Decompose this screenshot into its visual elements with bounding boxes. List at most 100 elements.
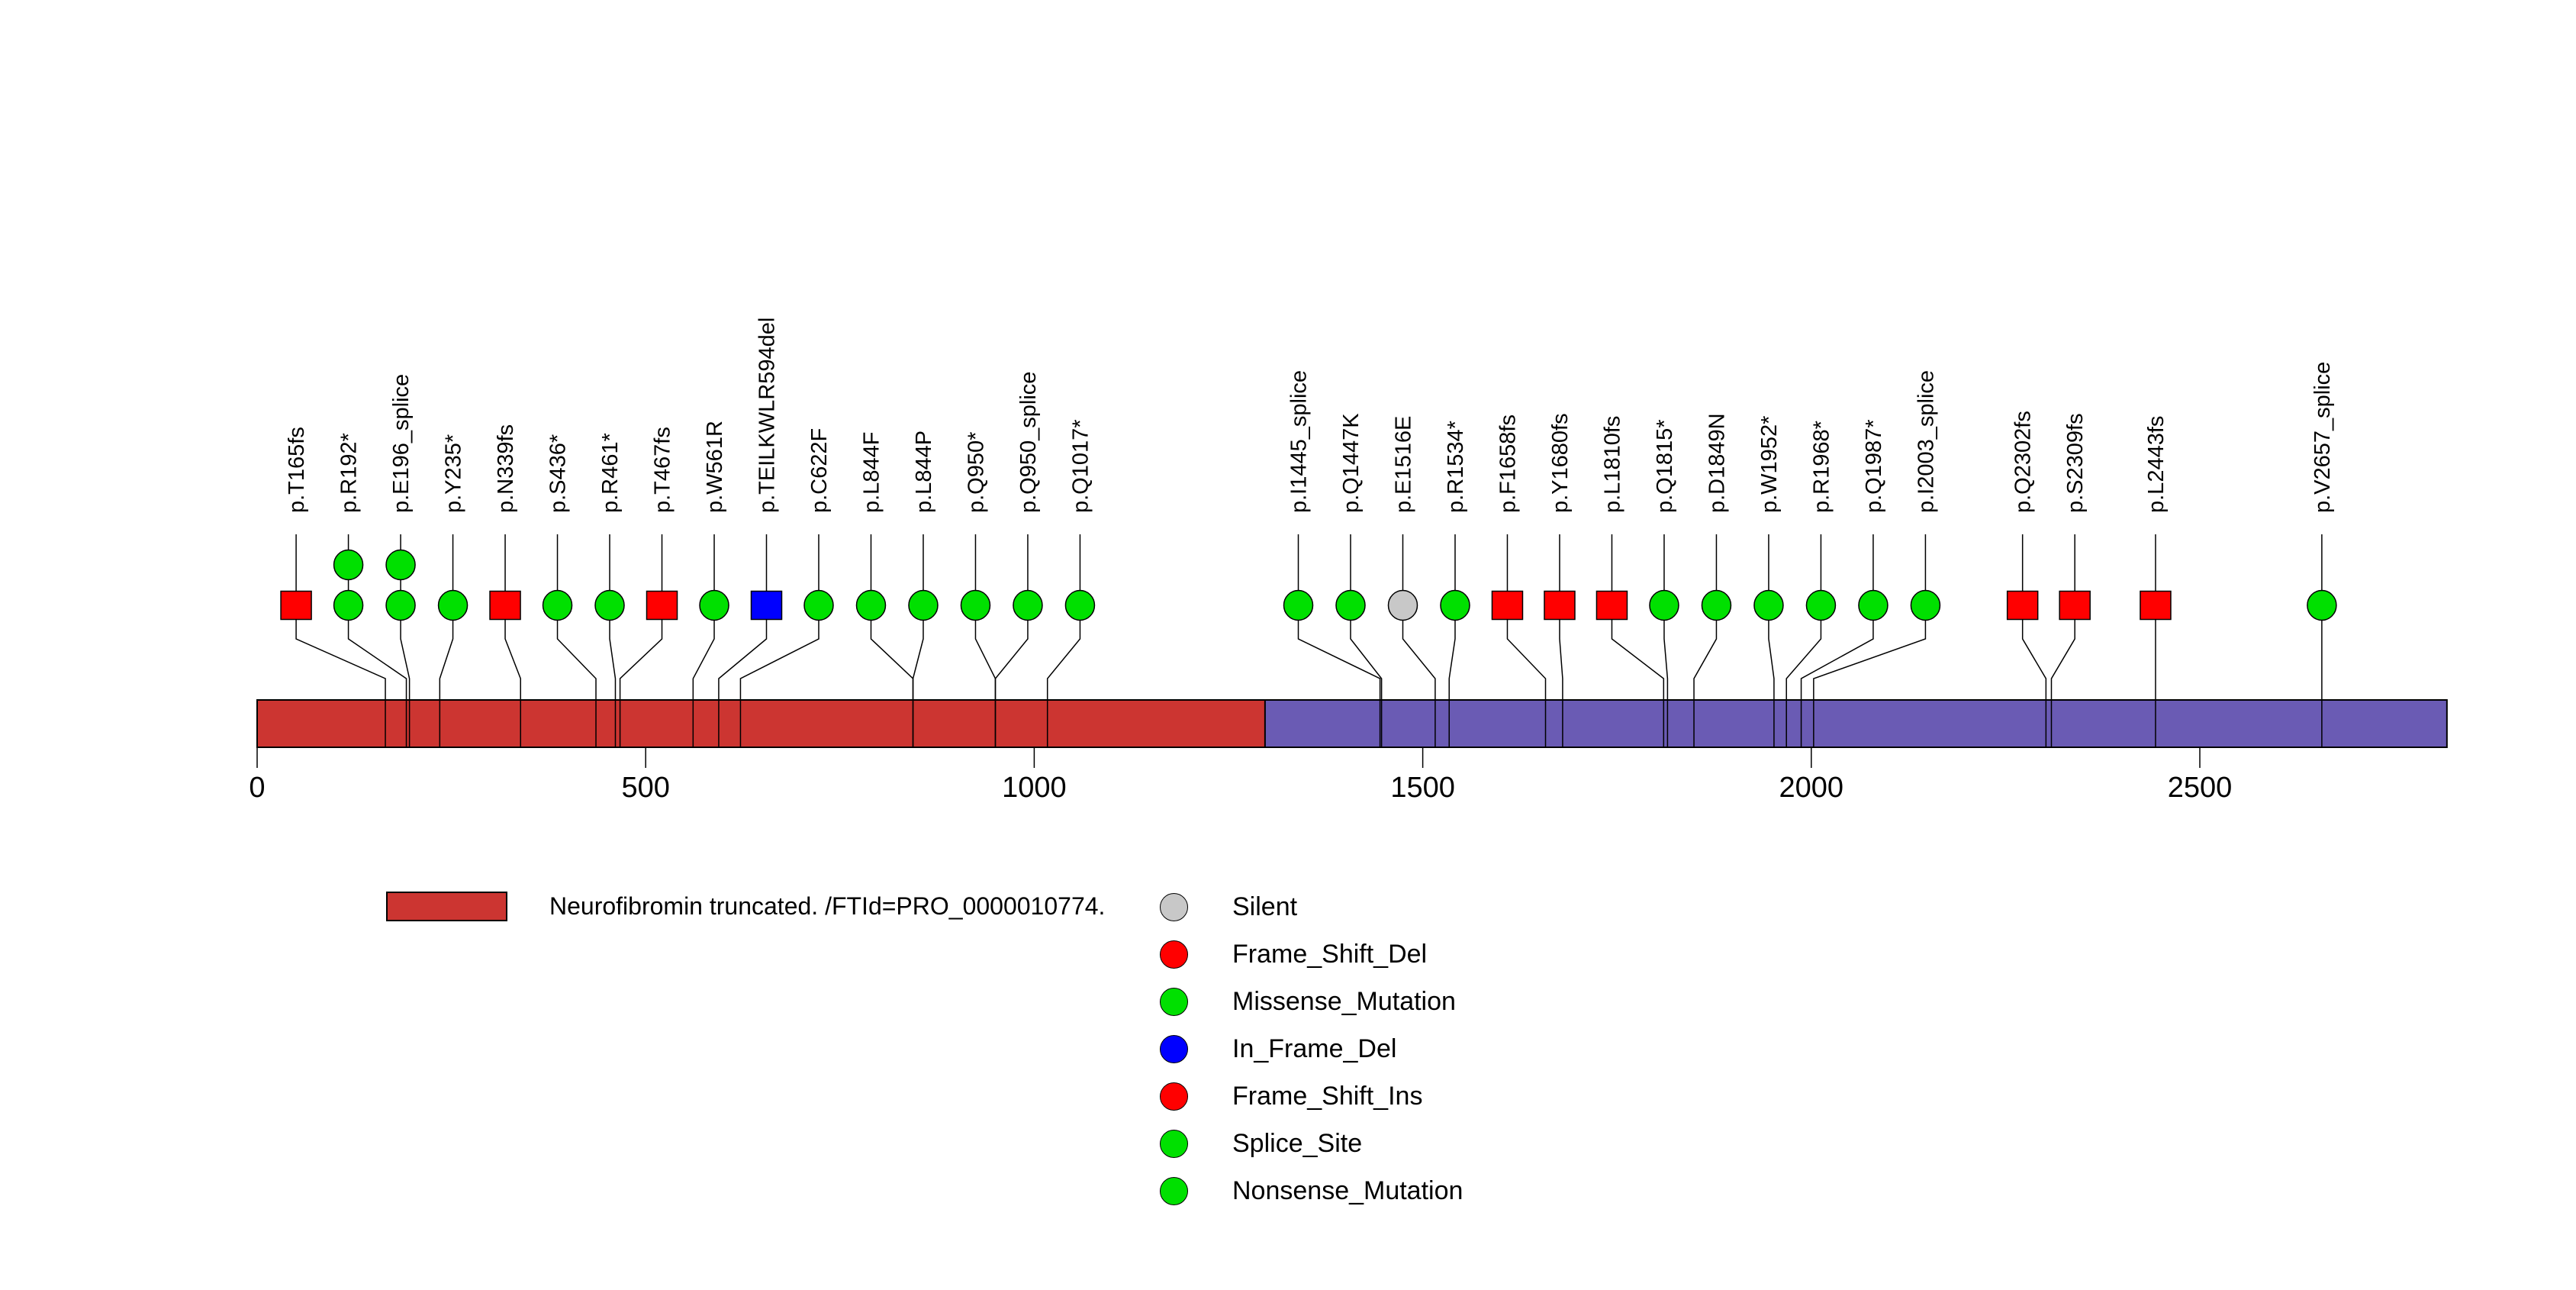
mutation-marker (646, 590, 678, 621)
mutation-label: p.W1952* (1757, 416, 1782, 513)
mutation-label: p.E1516E (1391, 416, 1415, 513)
mutation-label: p.R1968* (1809, 421, 1834, 513)
mutation-label: p.W561R (703, 421, 727, 513)
mutation-label: p.Q1447K (1339, 413, 1364, 513)
mutation-stem (1046, 534, 1081, 747)
mutation-label: p.Y235* (442, 434, 466, 513)
mutation-stem (718, 534, 768, 747)
variant-class-label: Missense_Mutation (1232, 987, 1456, 1016)
mutation-marker (489, 590, 521, 621)
mutation-marker (385, 589, 416, 621)
mutation-stem (504, 534, 521, 747)
mutation-stem (994, 534, 1029, 747)
mutation-marker (437, 589, 469, 621)
mutation-label: p.I2003_splice (1914, 370, 1938, 513)
mutation-label: p.TEILKWLR594del (755, 318, 780, 513)
mutation-marker (1013, 589, 1043, 621)
variant-class-label: Splice_Site (1232, 1129, 1363, 1158)
mutation-marker (1753, 589, 1784, 621)
mutation-stem (1297, 534, 1381, 747)
mutation-stem (1785, 534, 1822, 747)
mutation-marker (699, 589, 729, 621)
variant-class-color-dot (1160, 940, 1188, 969)
mutation-marker (333, 549, 364, 581)
mutation-stem (556, 534, 597, 747)
mutation-marker (1283, 589, 1314, 621)
mutation-marker (1910, 589, 1941, 621)
mutation-label: p.L1810fs (1600, 416, 1624, 513)
mutation-label: p.Q1987* (1862, 419, 1886, 513)
variant-class-label: Silent (1232, 892, 1298, 921)
mutation-stem (400, 534, 411, 747)
domain-legend-label: Neurofibromin truncated. /FTId=PRO_00000… (549, 892, 1106, 920)
variant-class-label: In_Frame_Del (1232, 1034, 1397, 1063)
axis-tick-label: 1000 (1002, 772, 1067, 804)
mutation-label: p.Q1815* (1653, 419, 1677, 513)
mutation-marker (2140, 590, 2172, 621)
mutation-marker (1596, 590, 1628, 621)
axis-tick-label: 0 (249, 772, 265, 804)
mutation-label: p.Y1680fs (1548, 413, 1573, 513)
mutation-stem (439, 534, 454, 747)
mutation-marker (280, 590, 312, 621)
mutation-label: p.F1658fs (1496, 414, 1520, 513)
mutation-stem (619, 534, 663, 747)
mutation-marker (960, 589, 991, 621)
mutation-marker (803, 589, 834, 621)
mutation-label: p.R192* (337, 433, 362, 513)
mutation-stem (1768, 534, 1775, 747)
mutation-marker (1440, 589, 1470, 621)
axis-tick-label: 2500 (2168, 772, 2233, 804)
mutation-marker (1491, 590, 1524, 621)
variant-class-label: Nonsense_Mutation (1232, 1176, 1463, 1205)
mutation-stem (692, 534, 715, 747)
axis-tick-label: 2000 (1779, 772, 1844, 804)
variant-class-color-dot (1160, 1129, 1188, 1158)
mutation-stem (1611, 534, 1665, 747)
mutation-stem (1448, 534, 1456, 747)
mutation-marker (1649, 589, 1679, 621)
mutation-label: p.I1445_splice (1287, 370, 1312, 513)
axis-tick-label: 1500 (1390, 772, 1455, 804)
mutation-stem (1350, 534, 1383, 747)
mutation-stem (912, 534, 924, 747)
mutation-marker (908, 589, 939, 621)
mutation-marker (1805, 589, 1837, 621)
mutation-stem (609, 534, 617, 747)
mutation-marker (385, 549, 416, 581)
mutation-stem (1559, 534, 1563, 747)
mutation-marker (855, 589, 887, 621)
variant-class-label: Frame_Shift_Del (1232, 940, 1428, 969)
mutation-stem (1800, 534, 1874, 747)
variant-class-label: Frame_Shift_Ins (1232, 1082, 1423, 1111)
mutation-marker (2006, 590, 2039, 621)
mutation-stem (347, 534, 407, 747)
mutation-label: p.R1534* (1444, 421, 1468, 513)
mutation-label: p.T165fs (285, 427, 309, 513)
mutation-marker (2307, 589, 2337, 621)
mutation-stem (1402, 534, 1436, 747)
mutation-stem (2021, 534, 2047, 747)
mutation-stem (739, 534, 819, 747)
mutation-marker (1387, 589, 1418, 621)
mutation-label: p.R461* (598, 433, 623, 513)
mutation-label: p.L2443fs (2144, 416, 2169, 513)
mutation-marker (1858, 589, 1889, 621)
mutation-label: p.Q950* (964, 432, 988, 513)
mutation-stem (1663, 534, 1669, 747)
mutation-label: p.Q950_splice (1016, 372, 1041, 513)
mutation-marker (333, 589, 364, 621)
mutation-marker (594, 589, 625, 621)
mutation-label: p.V2657_splice (2310, 362, 2335, 513)
mutation-label: p.N339fs (494, 424, 518, 513)
variant-class-color-dot (1160, 892, 1188, 921)
mutation-marker (1335, 589, 1366, 621)
mutation-stem (295, 534, 386, 747)
mutation-label: p.S436* (546, 434, 571, 513)
variant-class-color-dot (1160, 1176, 1188, 1205)
mutation-label: p.T467fs (651, 427, 675, 513)
mutation-marker (1544, 590, 1576, 621)
mutation-stem (1506, 534, 1547, 747)
mutation-marker (2059, 590, 2091, 621)
variant-class-color-dot (1160, 1034, 1188, 1063)
